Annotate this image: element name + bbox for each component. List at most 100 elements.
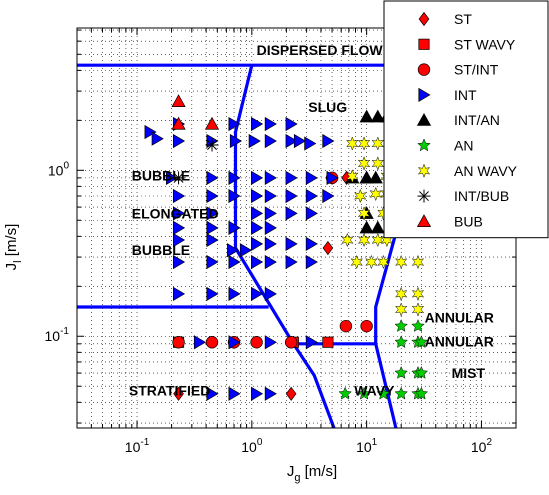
marker-triangle-right <box>228 335 241 350</box>
marker-triangle-right <box>264 386 277 401</box>
marker-triangle-up <box>370 220 385 234</box>
marker-hexstar <box>377 254 390 270</box>
region-label: ELONGATED <box>132 205 219 221</box>
marker-triangle-right <box>229 133 242 149</box>
marker-star <box>394 319 409 332</box>
marker-triangle-right <box>264 335 277 350</box>
marker-circle <box>205 336 219 349</box>
marker-triangle-right <box>285 254 298 270</box>
marker-triangle-right <box>285 188 298 204</box>
marker-triangle-right <box>251 236 264 252</box>
marker-triangle-right <box>251 206 264 221</box>
marker-triangle-right <box>173 254 186 270</box>
marker-triangle-right <box>173 232 186 248</box>
marker-triangle-right <box>305 170 318 185</box>
series-int-bub <box>172 138 219 185</box>
legend-box <box>383 0 549 239</box>
marker-triangle-right <box>322 188 335 204</box>
y-tick-label-exp: 0 <box>63 160 69 171</box>
marker-hexstar <box>371 136 385 151</box>
marker-triangle-right <box>305 206 318 221</box>
marker-triangle-right <box>228 116 241 132</box>
legend-label: ST WAVY <box>454 36 516 52</box>
series-an <box>338 319 429 400</box>
legend-item: INT/BUB <box>417 188 509 204</box>
marker-square <box>418 38 430 50</box>
marker-hexstar <box>411 302 425 317</box>
marker-star <box>357 386 371 400</box>
region-label: ANNULAR <box>425 309 494 325</box>
marker-triangle-up <box>359 220 374 234</box>
x-axis-label-main: J <box>287 463 295 480</box>
marker-triangle-right <box>173 188 186 204</box>
marker-triangle-right <box>418 87 431 103</box>
marker-square <box>322 336 334 348</box>
marker-triangle-right <box>305 335 318 350</box>
marker-triangle-right <box>251 286 264 301</box>
marker-triangle-right <box>206 188 219 204</box>
marker-hexstar <box>371 232 385 248</box>
data-points <box>144 94 429 401</box>
regime-boundary-line <box>374 212 403 344</box>
region-label: MIST <box>452 365 486 381</box>
marker-circle <box>339 319 353 333</box>
marker-hexstar <box>371 156 385 171</box>
marker-triangle-right <box>193 335 207 350</box>
marker-hexstar <box>394 254 408 270</box>
x-tick-label: 10-1 <box>125 437 150 455</box>
marker-triangle-right <box>251 170 264 185</box>
marker-circle <box>360 319 373 333</box>
marker-hexstar <box>394 286 408 302</box>
marker-triangle-right <box>264 286 277 301</box>
marker-circle <box>250 336 263 349</box>
marker-triangle-right <box>285 206 298 221</box>
marker-diamond <box>285 386 297 401</box>
x-tick-label-base: 10 <box>241 439 257 455</box>
marker-triangle-right <box>264 188 277 204</box>
region-label: BUBBLE <box>132 242 190 258</box>
marker-triangle-right <box>326 170 339 185</box>
marker-star <box>394 335 409 349</box>
marker-hexstar <box>357 156 371 171</box>
legend-label: BUB <box>454 213 483 229</box>
marker-triangle-up <box>370 109 385 123</box>
marker-triangle-right <box>206 170 219 185</box>
legend-label: ST/INT <box>454 62 499 78</box>
marker-star <box>394 386 409 400</box>
marker-triangle-right <box>166 170 179 185</box>
marker-triangle-right <box>173 133 186 149</box>
marker-hexstar <box>417 163 431 179</box>
marker-triangle-right <box>206 254 219 270</box>
marker-triangle-up <box>171 116 186 130</box>
marker-triangle-right <box>305 254 318 270</box>
y-axis-label-main: J <box>3 263 20 271</box>
marker-star <box>376 386 391 400</box>
marker-hexstar <box>341 232 354 248</box>
marker-circle <box>284 336 298 349</box>
marker-triangle-right <box>264 170 277 185</box>
marker-triangle-right <box>227 243 240 258</box>
marker-triangle-right <box>206 386 219 401</box>
marker-triangle-right <box>293 133 307 149</box>
marker-triangle-right <box>251 386 264 401</box>
series-int <box>144 116 339 401</box>
marker-asterisk <box>172 171 186 185</box>
marker-triangle-up <box>416 214 432 227</box>
region-label: DISPERSED FLOW <box>257 42 384 58</box>
marker-asterisk-stroke <box>207 140 217 150</box>
x-axis-label-unit: [m/s] <box>300 463 337 480</box>
region-label: STRATIFIED <box>129 383 210 399</box>
marker-triangle-up <box>368 170 383 184</box>
legend-label: INT/BUB <box>454 188 509 204</box>
x-axis-label: Jg [m/s] <box>287 463 337 484</box>
regime-boundary-line <box>292 342 336 429</box>
legend-item: AN <box>417 138 473 154</box>
marker-hexstar <box>350 254 364 270</box>
marker-triangle-right <box>251 188 264 204</box>
legend-item: INT/AN <box>416 112 500 128</box>
marker-hexstar <box>365 254 378 270</box>
x-tick-label: 100 <box>241 437 263 455</box>
y-axis-label-unit: [m/s] <box>3 224 20 261</box>
marker-hexstar <box>346 169 359 184</box>
